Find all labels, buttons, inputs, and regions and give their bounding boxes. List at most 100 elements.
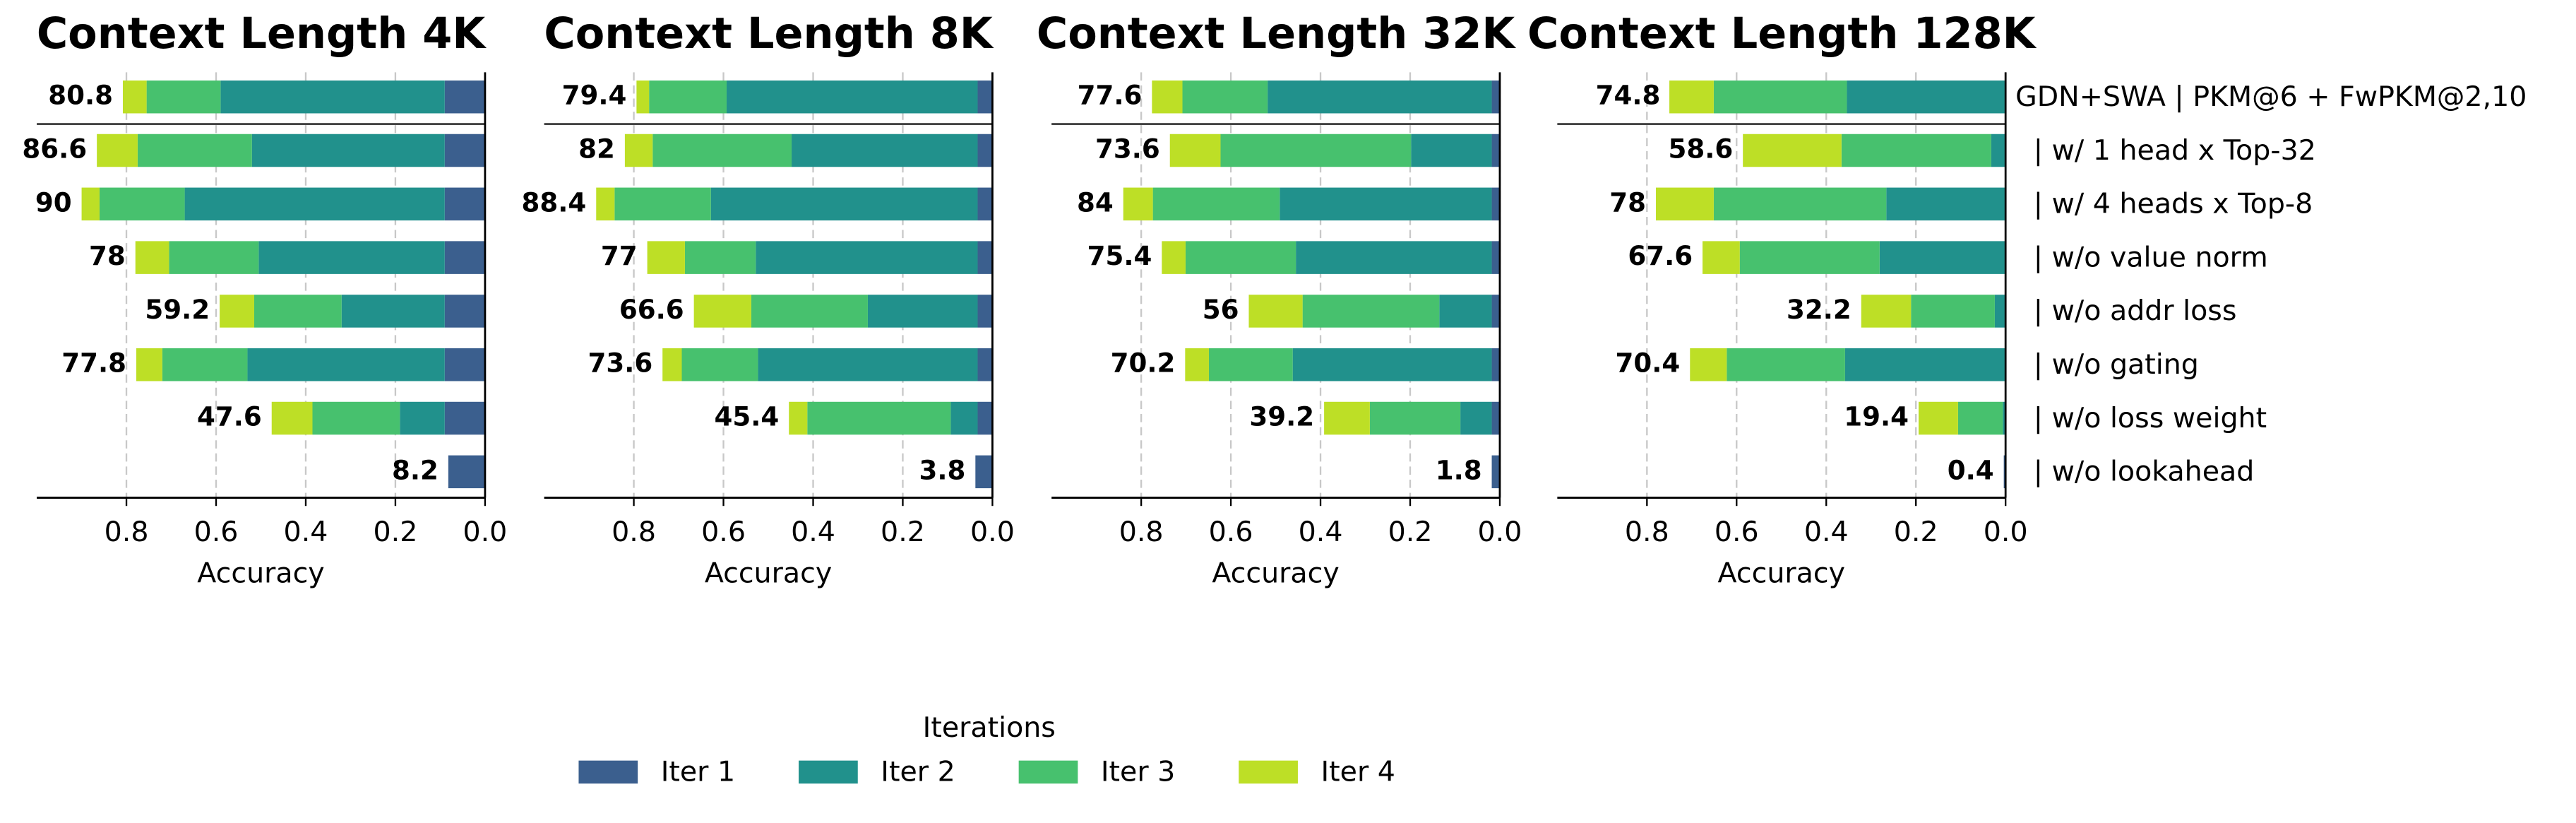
bar-segment <box>1208 348 1293 381</box>
legend-swatch <box>578 760 638 784</box>
x-tick-label: 0.0 <box>1478 516 1522 548</box>
bar-segment <box>1690 348 1727 381</box>
x-tick-label: 0.0 <box>1984 516 2028 548</box>
bar-segment <box>1879 241 2005 274</box>
legend-label: Iter 2 <box>881 756 955 788</box>
bar-segment <box>444 80 485 114</box>
value-label: 19.4 <box>1844 401 1909 432</box>
bar-segment <box>122 80 147 114</box>
panel-title: Context Length 32K <box>1037 9 1517 59</box>
bar-segment <box>662 348 682 381</box>
bar-segment <box>1739 241 1880 274</box>
x-tick-label: 0.6 <box>194 516 239 548</box>
legend-title: Iterations <box>923 711 1056 744</box>
bar-segment <box>1280 187 1492 221</box>
bar-segment <box>1292 348 1492 381</box>
bar-segment <box>596 187 615 221</box>
value-label: 58.6 <box>1668 134 1733 165</box>
bar-segment <box>444 401 485 435</box>
bar-segment <box>1411 134 1492 167</box>
x-tick-label: 0.8 <box>105 516 149 548</box>
bar-segment <box>1491 241 1500 274</box>
bar-segment <box>184 187 445 221</box>
bar-segment <box>1268 80 1492 114</box>
legend-label: Iter 1 <box>661 756 735 788</box>
bar-segment <box>1182 80 1268 114</box>
bar-segment <box>1460 401 1492 435</box>
value-label: 90 <box>35 186 72 218</box>
bar-segment <box>1727 348 1845 381</box>
legend-swatch <box>1018 760 1078 784</box>
bar-segment <box>169 241 259 274</box>
bar-segment <box>1703 241 1740 274</box>
bar-segment <box>444 241 485 274</box>
value-label: 1.8 <box>1436 454 1482 485</box>
bar-segment <box>1220 134 1412 167</box>
x-axis-label: Accuracy <box>197 557 324 589</box>
bar-segment <box>254 295 342 328</box>
legend-label: Iter 4 <box>1321 756 1395 788</box>
value-label: 70.2 <box>1111 348 1176 379</box>
bar-segment <box>1491 295 1500 328</box>
bar-segment <box>1841 134 1991 167</box>
value-label: 75.4 <box>1087 240 1152 271</box>
bar-segment <box>1491 348 1500 381</box>
value-label: 0.4 <box>1948 454 1994 485</box>
x-axis-label: Accuracy <box>1212 557 1339 589</box>
bar-segment <box>1743 134 1842 167</box>
bar-segment <box>1911 295 1995 328</box>
x-tick-label: 0.8 <box>1119 516 1164 548</box>
x-tick-label: 0.4 <box>284 516 328 548</box>
bar-segment <box>756 241 978 274</box>
value-label: 88.4 <box>522 186 587 218</box>
bar-segment <box>1491 187 1500 221</box>
bar-segment <box>652 134 792 167</box>
bar-segment <box>444 295 485 328</box>
bar-segment <box>444 134 485 167</box>
bar-segment <box>710 187 978 221</box>
bar-segment <box>1491 455 1500 489</box>
bar-segment <box>1302 295 1440 328</box>
bar-segment <box>977 187 993 221</box>
bar-segment <box>1886 187 2005 221</box>
bar-segment <box>137 134 252 167</box>
category-label: | w/o addr loss <box>2034 295 2237 327</box>
bar-segment <box>1957 401 2003 435</box>
bar-segment <box>81 187 100 221</box>
bar-segment <box>1296 241 1492 274</box>
x-tick-label: 0.2 <box>1388 516 1433 548</box>
value-label: 77 <box>601 240 638 271</box>
x-axis-label: Accuracy <box>1718 557 1845 589</box>
value-label: 84 <box>1077 186 1114 218</box>
bar-segment <box>1847 80 2005 114</box>
bar-segment <box>162 348 248 381</box>
bar-segment <box>1185 348 1209 381</box>
bar-segment <box>950 401 978 435</box>
value-label: 73.6 <box>588 348 652 379</box>
x-tick-label: 0.8 <box>1625 516 1669 548</box>
x-tick-label: 0.6 <box>701 516 746 548</box>
x-tick-label: 0.0 <box>970 516 1015 548</box>
x-tick-label: 0.4 <box>791 516 835 548</box>
bar-segment <box>448 455 485 489</box>
bar-segment <box>1919 401 1958 435</box>
value-label: 67.6 <box>1628 240 1693 271</box>
bar-segment <box>758 348 978 381</box>
bar-segment <box>1669 80 1714 114</box>
bar-segment <box>1324 401 1370 435</box>
bar-segment <box>271 401 313 435</box>
category-label: GDN+SWA | PKM@6 + FwPKM@2,10 <box>2015 81 2527 113</box>
x-tick-label: 0.6 <box>1715 516 1759 548</box>
x-axis-label: Accuracy <box>705 557 832 589</box>
bar-segment <box>649 80 727 114</box>
value-label: 47.6 <box>197 401 262 432</box>
bar-segment <box>977 348 993 381</box>
value-label: 86.6 <box>22 134 87 165</box>
bar-segment <box>97 134 138 167</box>
bar-segment <box>647 241 685 274</box>
bar-segment <box>614 187 711 221</box>
bar-segment <box>807 401 951 435</box>
bar-segment <box>726 80 978 114</box>
bar-segment <box>684 241 756 274</box>
bar-segment <box>867 295 978 328</box>
